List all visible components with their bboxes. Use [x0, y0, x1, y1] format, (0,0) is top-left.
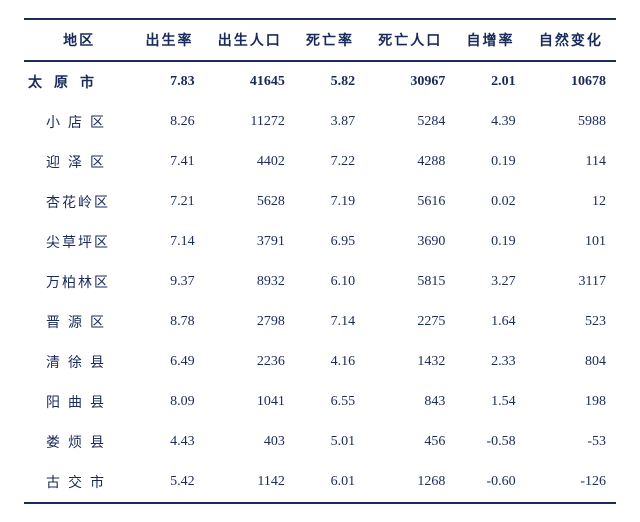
birth-rate-cell: 5.42: [134, 462, 204, 503]
birth-rate-cell: 7.83: [134, 61, 204, 102]
birth-rate-cell: 8.78: [134, 302, 204, 342]
death-pop-cell: 4288: [365, 142, 455, 182]
region-cell: 迎泽区: [24, 142, 134, 182]
region-cell: 杏花岭区: [24, 182, 134, 222]
birth-rate-cell: 7.14: [134, 222, 204, 262]
population-table: 地区 出生率 出生人口 死亡率 死亡人口 自增率 自然变化 太原市7.83416…: [24, 18, 616, 504]
birth-rate-cell: 6.49: [134, 342, 204, 382]
growth-rate-cell: 2.33: [455, 342, 525, 382]
natural-change-cell: 101: [526, 222, 616, 262]
natural-change-cell: 804: [526, 342, 616, 382]
death-pop-cell: 5616: [365, 182, 455, 222]
death-rate-cell: 7.22: [295, 142, 365, 182]
birth-pop-cell: 1142: [205, 462, 295, 503]
death-rate-cell: 3.87: [295, 102, 365, 142]
birth-rate-cell: 8.26: [134, 102, 204, 142]
growth-rate-cell: 0.19: [455, 142, 525, 182]
region-cell: 阳曲县: [24, 382, 134, 422]
table-row: 迎泽区7.4144027.2242880.19114: [24, 142, 616, 182]
region-cell: 小店区: [24, 102, 134, 142]
death-pop-cell: 843: [365, 382, 455, 422]
col-header-birth-pop: 出生人口: [205, 19, 295, 61]
col-header-natural-change: 自然变化: [526, 19, 616, 61]
growth-rate-cell: 1.64: [455, 302, 525, 342]
birth-pop-cell: 2236: [205, 342, 295, 382]
region-cell: 尖草坪区: [24, 222, 134, 262]
growth-rate-cell: 0.02: [455, 182, 525, 222]
growth-rate-cell: 0.19: [455, 222, 525, 262]
table-row: 阳曲县8.0910416.558431.54198: [24, 382, 616, 422]
death-pop-cell: 3690: [365, 222, 455, 262]
death-pop-cell: 456: [365, 422, 455, 462]
region-cell: 万柏林区: [24, 262, 134, 302]
region-cell: 清徐县: [24, 342, 134, 382]
region-cell: 娄烦县: [24, 422, 134, 462]
table-row-summary: 太原市7.83416455.82309672.0110678: [24, 61, 616, 102]
birth-pop-cell: 403: [205, 422, 295, 462]
natural-change-cell: 114: [526, 142, 616, 182]
table-row: 娄烦县4.434035.01456-0.58-53: [24, 422, 616, 462]
birth-rate-cell: 8.09: [134, 382, 204, 422]
table-row: 杏花岭区7.2156287.1956160.0212: [24, 182, 616, 222]
death-rate-cell: 7.19: [295, 182, 365, 222]
birth-pop-cell: 4402: [205, 142, 295, 182]
table-row: 小店区8.26112723.8752844.395988: [24, 102, 616, 142]
table-row: 古交市5.4211426.011268-0.60-126: [24, 462, 616, 503]
col-header-birth-rate: 出生率: [134, 19, 204, 61]
birth-pop-cell: 1041: [205, 382, 295, 422]
death-pop-cell: 5815: [365, 262, 455, 302]
growth-rate-cell: 2.01: [455, 61, 525, 102]
natural-change-cell: -53: [526, 422, 616, 462]
table-row: 晋源区8.7827987.1422751.64523: [24, 302, 616, 342]
death-rate-cell: 6.10: [295, 262, 365, 302]
growth-rate-cell: 1.54: [455, 382, 525, 422]
birth-pop-cell: 11272: [205, 102, 295, 142]
death-rate-cell: 7.14: [295, 302, 365, 342]
birth-pop-cell: 2798: [205, 302, 295, 342]
birth-rate-cell: 9.37: [134, 262, 204, 302]
table-header-row: 地区 出生率 出生人口 死亡率 死亡人口 自增率 自然变化: [24, 19, 616, 61]
table-body: 太原市7.83416455.82309672.0110678小店区8.26112…: [24, 61, 616, 503]
natural-change-cell: 198: [526, 382, 616, 422]
col-header-death-pop: 死亡人口: [365, 19, 455, 61]
birth-pop-cell: 8932: [205, 262, 295, 302]
region-cell: 太原市: [24, 61, 134, 102]
natural-change-cell: -126: [526, 462, 616, 503]
growth-rate-cell: -0.60: [455, 462, 525, 503]
col-header-region: 地区: [24, 19, 134, 61]
death-rate-cell: 6.01: [295, 462, 365, 503]
natural-change-cell: 523: [526, 302, 616, 342]
birth-pop-cell: 3791: [205, 222, 295, 262]
death-pop-cell: 2275: [365, 302, 455, 342]
birth-pop-cell: 5628: [205, 182, 295, 222]
death-rate-cell: 5.01: [295, 422, 365, 462]
growth-rate-cell: 4.39: [455, 102, 525, 142]
table-row: 尖草坪区7.1437916.9536900.19101: [24, 222, 616, 262]
death-pop-cell: 1268: [365, 462, 455, 503]
death-rate-cell: 6.95: [295, 222, 365, 262]
birth-rate-cell: 7.41: [134, 142, 204, 182]
birth-rate-cell: 4.43: [134, 422, 204, 462]
death-pop-cell: 30967: [365, 61, 455, 102]
col-header-growth-rate: 自增率: [455, 19, 525, 61]
birth-rate-cell: 7.21: [134, 182, 204, 222]
natural-change-cell: 3117: [526, 262, 616, 302]
table-row: 清徐县6.4922364.1614322.33804: [24, 342, 616, 382]
natural-change-cell: 5988: [526, 102, 616, 142]
death-rate-cell: 4.16: [295, 342, 365, 382]
death-rate-cell: 6.55: [295, 382, 365, 422]
growth-rate-cell: -0.58: [455, 422, 525, 462]
natural-change-cell: 12: [526, 182, 616, 222]
death-rate-cell: 5.82: [295, 61, 365, 102]
col-header-death-rate: 死亡率: [295, 19, 365, 61]
death-pop-cell: 5284: [365, 102, 455, 142]
growth-rate-cell: 3.27: [455, 262, 525, 302]
region-cell: 古交市: [24, 462, 134, 503]
natural-change-cell: 10678: [526, 61, 616, 102]
table-row: 万柏林区9.3789326.1058153.273117: [24, 262, 616, 302]
birth-pop-cell: 41645: [205, 61, 295, 102]
death-pop-cell: 1432: [365, 342, 455, 382]
region-cell: 晋源区: [24, 302, 134, 342]
